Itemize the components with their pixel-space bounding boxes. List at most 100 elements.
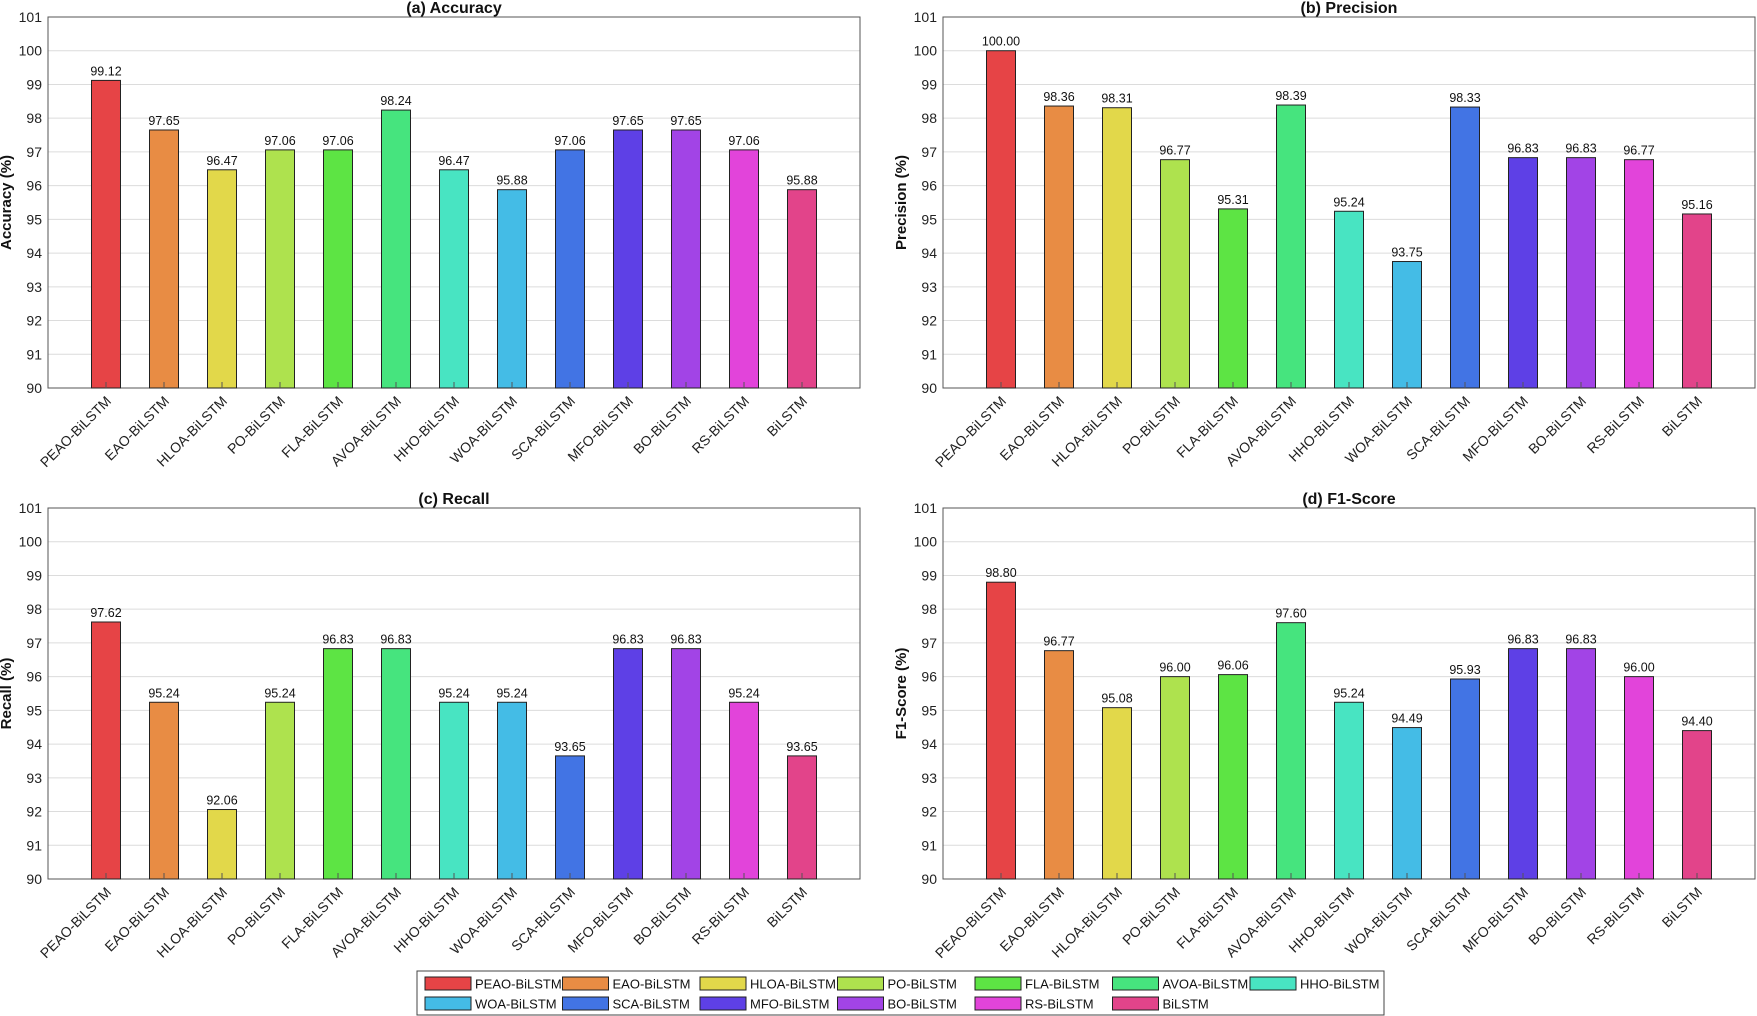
y-tick-label: 97: [921, 635, 937, 651]
chart-panel-2: 90 91 92 93 94 95 96 97 98 99 100 101 (b) Precision P…: [893, 0, 1756, 470]
legend-label: SCA-BiLSTM: [613, 997, 690, 1012]
legend-label: RS-BiLSTM: [1025, 997, 1094, 1012]
y-tick-label: 95: [26, 211, 42, 227]
legend-item: BO-BiLSTM: [837, 996, 957, 1012]
y-axis-label: Recall (%): [0, 658, 15, 730]
y-tick-label: 98: [26, 601, 42, 617]
data-label: 96.77: [1159, 144, 1190, 158]
legend-label: MFO-BiLSTM: [750, 997, 829, 1012]
data-label: 98.39: [1275, 89, 1306, 103]
legend-label: AVOA-BiLSTM: [1163, 977, 1249, 992]
y-tick-label: 91: [921, 837, 937, 853]
legend-swatch: [424, 996, 472, 1011]
y-tick-label: 99: [921, 567, 937, 583]
y-tick-label: 92: [921, 804, 937, 820]
x-tick-label: BiLSTM: [764, 884, 811, 931]
legend-label: HHO-BiLSTM: [1300, 977, 1379, 992]
data-label: 99.12: [90, 64, 121, 78]
data-label: 97.06: [322, 134, 353, 148]
x-tick-label: BO-BiLSTM: [1525, 884, 1589, 948]
data-label: 95.08: [1101, 692, 1132, 706]
data-label: 92.06: [206, 794, 237, 808]
y-tick-label: 94: [26, 245, 42, 261]
x-tick-label: RS-BiLSTM: [689, 393, 753, 457]
legend-swatch: [974, 976, 1022, 991]
y-tick-label: 93: [26, 770, 42, 786]
y-axis-label: Precision (%): [893, 155, 910, 250]
data-label: 96.83: [670, 633, 701, 647]
bar: [787, 755, 817, 880]
legend-swatch: [837, 976, 884, 991]
y-tick-label: 101: [914, 9, 938, 25]
bar: [986, 50, 1016, 389]
legend-label: PEAO-BiLSTM: [475, 977, 562, 992]
bar: [613, 129, 643, 389]
legend-item: RS-BiLSTM: [974, 996, 1094, 1012]
data-label: 93.75: [1391, 246, 1422, 260]
data-label: 98.31: [1101, 92, 1132, 106]
y-tick-label: 90: [921, 871, 937, 887]
data-label: 97.60: [1275, 607, 1306, 621]
data-label: 93.65: [554, 740, 585, 754]
y-tick-label: 98: [921, 110, 937, 126]
y-tick-label: 92: [26, 804, 42, 820]
bar: [381, 109, 411, 389]
x-tick-label: PEAO-BiLSTM: [37, 884, 114, 961]
data-label: 96.47: [438, 154, 469, 168]
x-tick-label: RS-BiLSTM: [689, 884, 753, 948]
bar: [1450, 106, 1480, 389]
chart-panel-1: 90 91 92 93 94 95 96 97 98 99 100 101 (a) Accuracy Ac…: [0, 0, 861, 470]
legend-label: HLOA-BiLSTM: [750, 977, 836, 992]
data-label: 98.80: [985, 566, 1016, 580]
chart-panel-4: 90 91 92 93 94 95 96 97 98 99 100 101 (d) F1-Score F1…: [893, 491, 1756, 961]
legend-item: MFO-BiLSTM: [699, 996, 829, 1012]
data-label: 98.24: [380, 94, 411, 108]
y-tick-label: 92: [26, 313, 42, 329]
data-label: 95.24: [438, 686, 469, 700]
x-tick-label: RS-BiLSTM: [1584, 884, 1648, 948]
legend-label: FLA-BiLSTM: [1025, 977, 1099, 992]
bar: [613, 648, 643, 880]
y-tick-label: 94: [921, 736, 937, 752]
data-label: 96.83: [380, 633, 411, 647]
y-tick-label: 98: [26, 110, 42, 126]
legend-item: HHO-BiLSTM: [1249, 976, 1379, 992]
data-label: 100.00: [982, 35, 1020, 49]
data-label: 96.83: [1507, 142, 1538, 156]
legend-swatch: [424, 976, 472, 991]
bar: [1102, 707, 1132, 880]
legend-label: EAO-BiLSTM: [613, 977, 691, 992]
chart-title: (d) F1-Score: [1302, 491, 1395, 508]
y-axis-label: Accuracy (%): [0, 155, 15, 250]
y-tick-label: 94: [921, 245, 937, 261]
legend-item: PO-BiLSTM: [837, 976, 957, 992]
bar: [207, 809, 237, 880]
data-label: 96.83: [1565, 142, 1596, 156]
data-label: 95.24: [496, 686, 527, 700]
bar: [671, 129, 701, 389]
data-label: 95.24: [1333, 686, 1364, 700]
legend-swatch: [1112, 996, 1159, 1011]
y-tick-label: 95: [26, 702, 42, 718]
bar: [1508, 648, 1538, 880]
bar: [265, 149, 295, 389]
bar: [1160, 676, 1190, 880]
bar: [323, 149, 353, 389]
data-label: 95.93: [1449, 663, 1480, 677]
legend-swatch: [562, 996, 609, 1011]
bar: [497, 701, 527, 880]
y-tick-label: 91: [26, 346, 42, 362]
y-tick-label: 98: [921, 601, 937, 617]
y-tick-label: 99: [921, 76, 937, 92]
y-tick-label: 100: [19, 534, 43, 550]
legend-item: FLA-BiLSTM: [974, 976, 1099, 992]
legend-swatch: [699, 976, 747, 991]
bar: [1508, 157, 1538, 389]
bar: [1566, 157, 1596, 389]
chart-title: (b) Precision: [1301, 0, 1398, 17]
y-tick-label: 96: [26, 669, 42, 685]
bar: [91, 621, 121, 880]
bar: [787, 189, 817, 389]
bar: [91, 79, 121, 389]
bar: [265, 701, 295, 880]
